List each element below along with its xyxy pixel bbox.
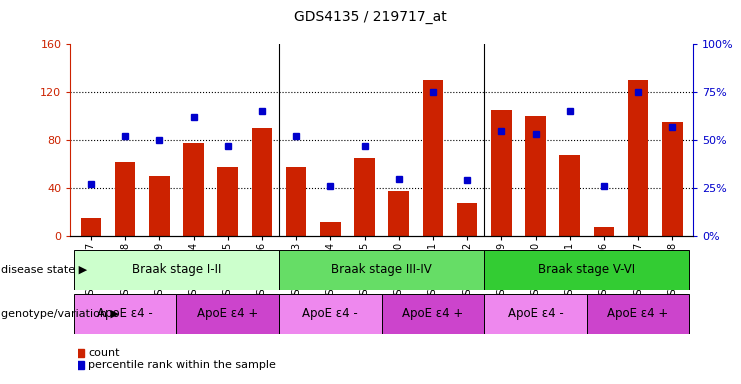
Text: Braak stage III-IV: Braak stage III-IV <box>331 263 432 276</box>
Bar <box>594 227 614 236</box>
Bar <box>74 250 279 290</box>
Bar <box>525 116 546 236</box>
Bar <box>176 294 279 334</box>
Text: GDS4135 / 219717_at: GDS4135 / 219717_at <box>294 10 447 23</box>
Bar <box>115 162 136 236</box>
Text: percentile rank within the sample: percentile rank within the sample <box>88 360 276 370</box>
Text: ApoE ε4 +: ApoE ε4 + <box>197 308 259 320</box>
Text: Braak stage I-II: Braak stage I-II <box>132 263 221 276</box>
Bar <box>74 294 176 334</box>
Text: genotype/variation ▶: genotype/variation ▶ <box>1 309 119 319</box>
Bar <box>662 122 682 236</box>
Bar <box>587 294 689 334</box>
Bar <box>484 294 587 334</box>
Bar <box>183 142 204 236</box>
Bar <box>457 203 477 236</box>
Bar <box>149 176 170 236</box>
Bar <box>279 250 484 290</box>
Bar <box>559 155 580 236</box>
Bar <box>354 158 375 236</box>
Bar <box>422 80 443 236</box>
Text: Braak stage V-VI: Braak stage V-VI <box>538 263 635 276</box>
Text: ApoE ε4 -: ApoE ε4 - <box>97 308 153 320</box>
Bar <box>320 222 341 236</box>
Text: disease state ▶: disease state ▶ <box>1 265 87 275</box>
Text: ApoE ε4 -: ApoE ε4 - <box>302 308 358 320</box>
Bar <box>217 167 238 236</box>
Bar <box>81 218 102 236</box>
Bar <box>491 110 511 236</box>
Text: ApoE ε4 -: ApoE ε4 - <box>508 308 563 320</box>
Bar <box>388 190 409 236</box>
Bar <box>286 167 306 236</box>
Text: count: count <box>88 348 120 358</box>
Bar <box>279 294 382 334</box>
Bar <box>484 250 689 290</box>
Text: ApoE ε4 +: ApoE ε4 + <box>402 308 464 320</box>
Bar <box>252 128 272 236</box>
Bar <box>382 294 484 334</box>
Text: ApoE ε4 +: ApoE ε4 + <box>608 308 668 320</box>
Bar <box>628 80 648 236</box>
